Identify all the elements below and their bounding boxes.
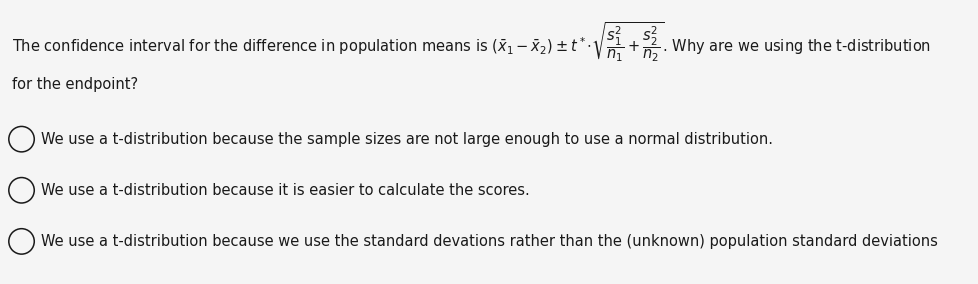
Text: We use a t-distribution because it is easier to calculate the scores.: We use a t-distribution because it is ea…: [41, 183, 529, 198]
Text: for the endpoint?: for the endpoint?: [12, 77, 138, 92]
Text: We use a t-distribution because the sample sizes are not large enough to use a n: We use a t-distribution because the samp…: [41, 132, 773, 147]
Text: We use a t-distribution because we use the standard devations rather than the (u: We use a t-distribution because we use t…: [41, 234, 937, 249]
Text: The confidence interval for the difference in population means is $(\bar{x}_1 - : The confidence interval for the differen…: [12, 20, 930, 64]
